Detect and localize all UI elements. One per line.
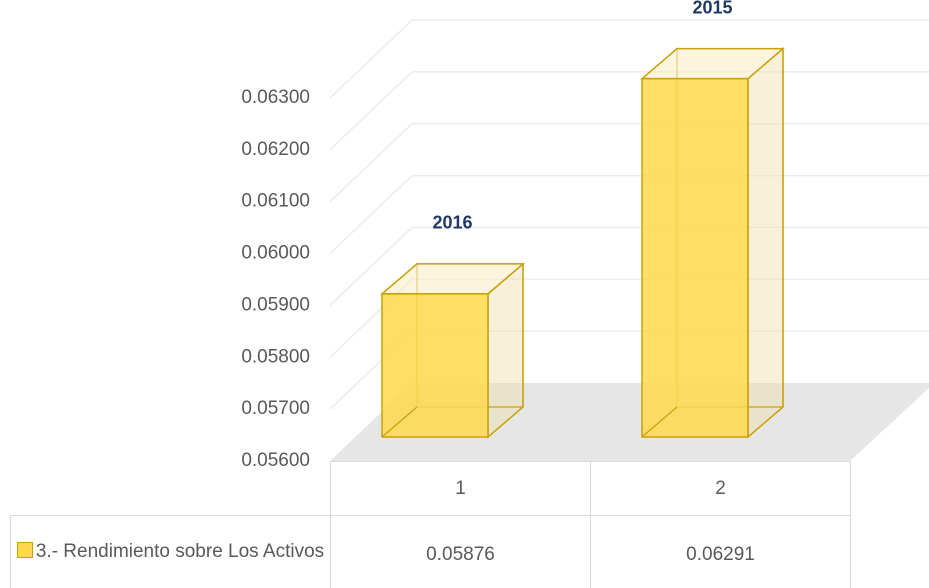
- bar-label: 2015: [692, 0, 732, 17]
- grid-line: [329, 174, 929, 255]
- table-header-cell: 2: [590, 461, 851, 516]
- bar: [641, 77, 749, 438]
- legend-cell: 3.- Rendimiento sobre Los Activos: [10, 515, 331, 588]
- table-header-cell: 1: [330, 461, 591, 516]
- y-tick-label: 0.05800: [241, 346, 310, 367]
- grid-line: [329, 122, 929, 203]
- bar-edge: [381, 406, 418, 438]
- y-tick-label: 0.05900: [241, 294, 310, 315]
- grid-line: [329, 71, 929, 151]
- y-tick-label: 0.05700: [241, 398, 310, 419]
- legend-entry: 3.- Rendimiento sobre Los Activos: [16, 540, 325, 564]
- legend-label: 3.- Rendimiento sobre Los Activos: [35, 541, 325, 562]
- bar-edge: [641, 406, 678, 438]
- bar: [381, 293, 489, 438]
- y-tick-label: 0.05600: [241, 450, 310, 471]
- bar-side: [747, 47, 784, 439]
- bar-label: 2016: [432, 213, 472, 233]
- table-value-cell: 0.06291: [590, 515, 851, 588]
- table-value-cell: 0.05876: [330, 515, 591, 588]
- grid-line: [329, 226, 929, 306]
- y-tick-label: 0.06300: [241, 87, 310, 108]
- legend-key: [16, 542, 33, 558]
- grid-line: [329, 19, 929, 99]
- y-tick-label: 0.06000: [241, 243, 310, 264]
- y-tick-label: 0.06100: [241, 191, 310, 212]
- y-tick-label: 0.06200: [241, 139, 310, 160]
